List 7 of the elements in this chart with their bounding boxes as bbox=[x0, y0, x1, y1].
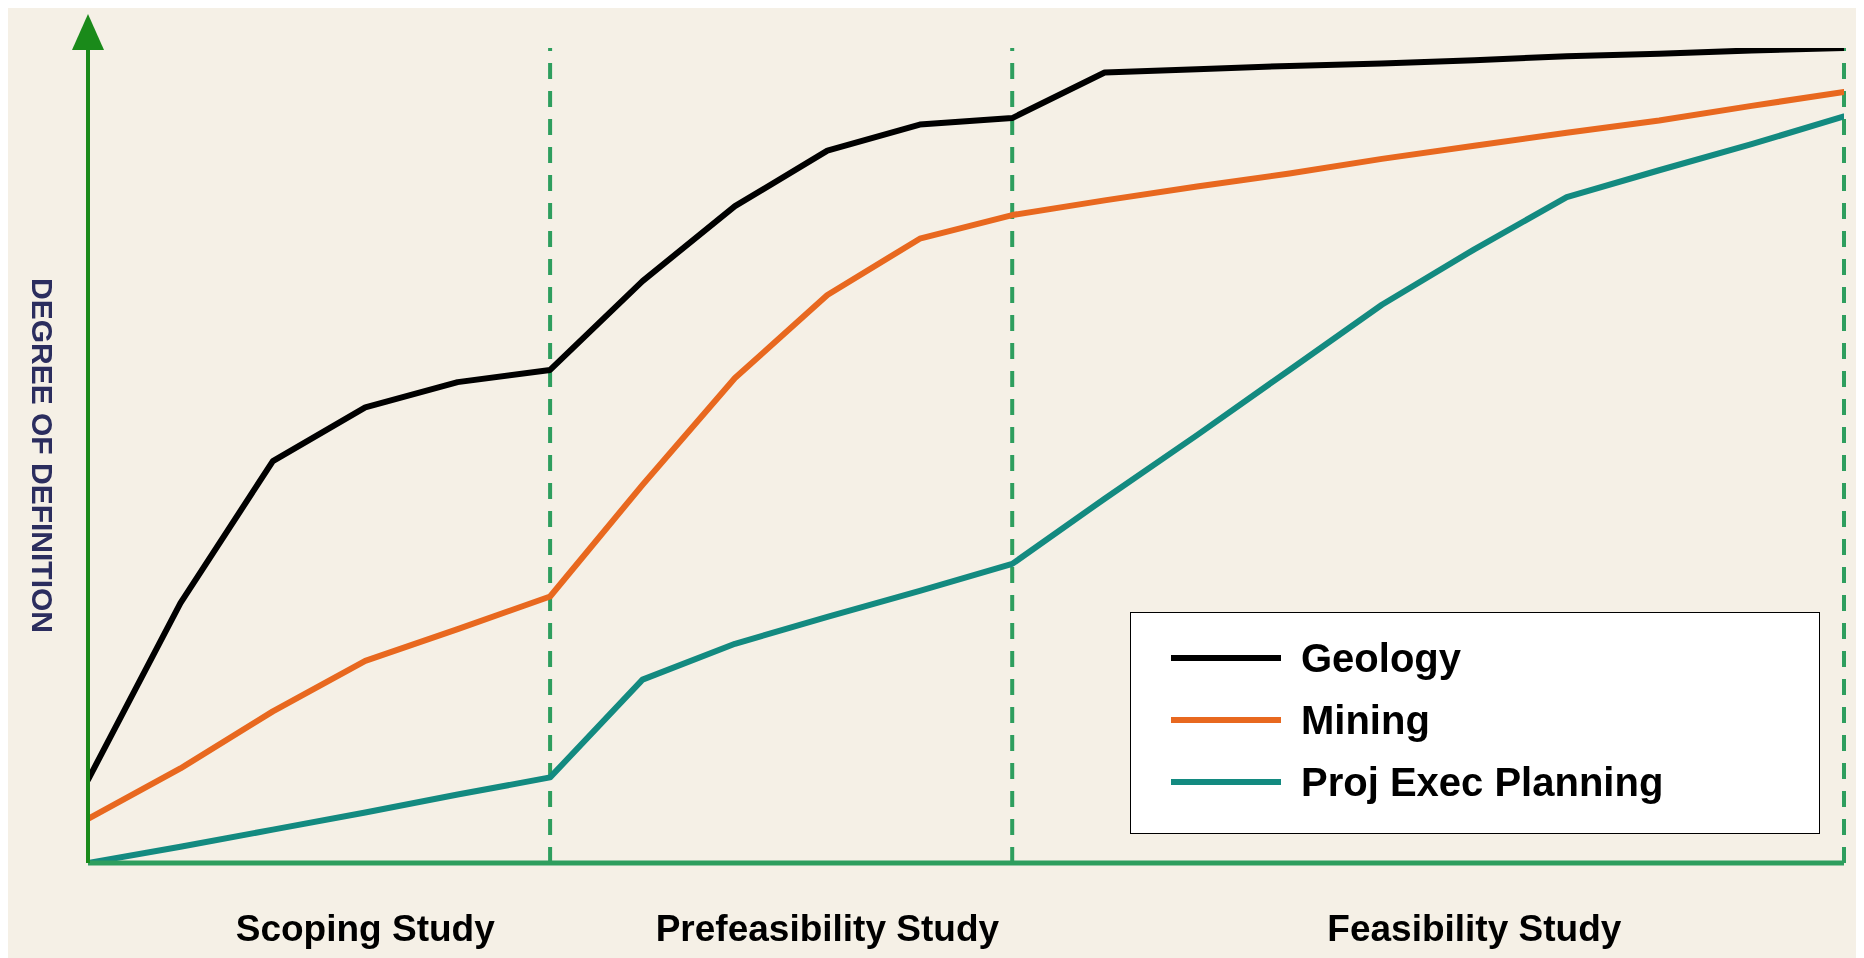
x-tick-label: Scoping Study bbox=[235, 908, 496, 950]
legend-label: Geology bbox=[1301, 635, 1462, 681]
legend-label: Mining bbox=[1301, 697, 1430, 743]
y-axis-title: DEGREE OF DEFINITION bbox=[25, 277, 59, 634]
legend-label: Proj Exec Planning bbox=[1301, 759, 1664, 805]
x-tick-label: Feasibility Study bbox=[1327, 908, 1622, 950]
x-tick-label: Prefeasibility Study bbox=[655, 908, 1000, 950]
